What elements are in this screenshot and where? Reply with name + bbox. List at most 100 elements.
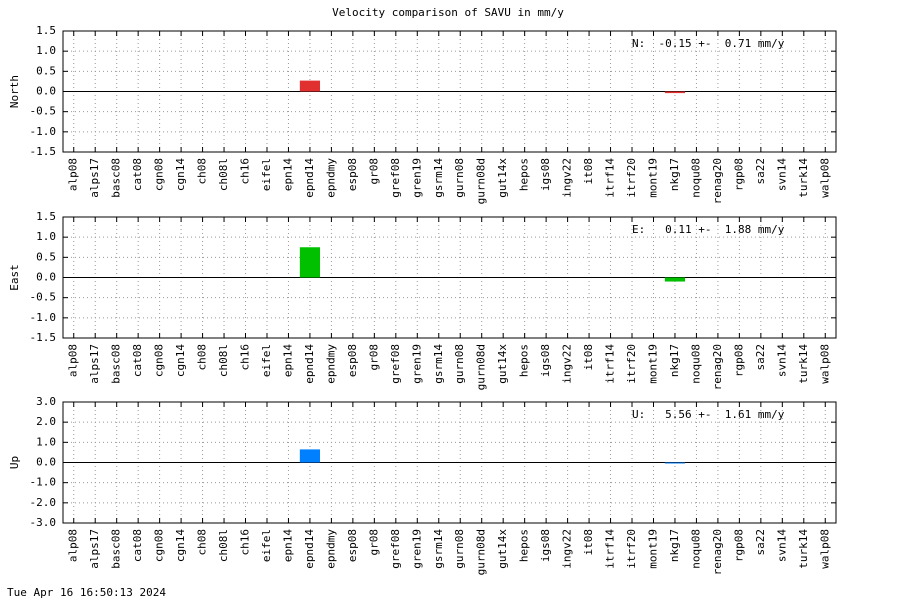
- x-tick-label: turk14: [797, 529, 810, 569]
- x-tick-label: gurn08: [453, 344, 466, 384]
- x-tick-label: gut14x: [496, 529, 509, 569]
- x-tick-label: turk14: [797, 344, 810, 384]
- y-tick-label: 0.5: [36, 250, 56, 263]
- x-tick-label: esp08: [346, 158, 359, 191]
- x-tick-label: itrf20: [625, 529, 638, 569]
- x-tick-label: hepos: [518, 158, 531, 191]
- x-tick-label: ingv22: [561, 158, 574, 198]
- x-tick-label: ch16: [239, 344, 252, 371]
- x-tick-label: mont19: [646, 344, 659, 384]
- x-tick-label: mont19: [646, 158, 659, 198]
- x-tick-label: cat08: [131, 529, 144, 562]
- y-tick-label: -0.5: [30, 291, 57, 304]
- x-tick-label: nkg17: [668, 158, 681, 191]
- x-tick-label: renag20: [711, 529, 724, 575]
- x-tick-label: walp08: [818, 529, 831, 569]
- annotation: E: 0.11 +- 1.88 mm/y: [632, 223, 785, 236]
- x-tick-label: gren19: [410, 344, 423, 384]
- x-tick-label: gsrm14: [432, 158, 445, 198]
- x-tick-label: gurn08d: [475, 529, 488, 575]
- x-tick-label: epnd14: [303, 344, 316, 384]
- y-tick-label: 1.0: [36, 230, 56, 243]
- x-tick-label: rgp08: [732, 344, 745, 377]
- x-tick-label: gurn08: [453, 529, 466, 569]
- x-tick-label: gurn08d: [475, 158, 488, 204]
- x-tick-label: ch08l: [217, 158, 230, 191]
- timestamp: Tue Apr 16 16:50:13 2024: [7, 586, 166, 599]
- x-tick-label: cgn08: [153, 529, 166, 562]
- bar: [664, 277, 686, 282]
- chart-title: Velocity comparison of SAVU in mm/y: [332, 6, 564, 19]
- x-tick-label: sa22: [754, 344, 767, 371]
- y-tick-label: -1.0: [30, 476, 57, 489]
- y-axis-label: North: [8, 75, 21, 108]
- plot-frame: [62, 216, 837, 339]
- x-tick-label: alps17: [88, 529, 101, 569]
- x-tick-label: gref08: [389, 344, 402, 384]
- x-tick-label: hepos: [518, 344, 531, 377]
- x-tick-label: alps17: [88, 158, 101, 198]
- x-tick-label: turk14: [797, 158, 810, 198]
- x-tick-label: rgp08: [732, 529, 745, 562]
- x-tick-label: epn14: [281, 158, 294, 191]
- x-tick-label: hepos: [518, 529, 531, 562]
- bar: [299, 247, 321, 278]
- x-tick-label: igs08: [539, 529, 552, 562]
- x-tick-label: cgn08: [153, 158, 166, 191]
- x-tick-label: it08: [582, 529, 595, 556]
- x-tick-label: cgn08: [153, 344, 166, 377]
- x-tick-label: ch08l: [217, 529, 230, 562]
- plot-frame: [62, 401, 837, 524]
- x-tick-label: it08: [582, 344, 595, 371]
- x-tick-label: epnd14: [303, 158, 316, 198]
- y-tick-label: -3.0: [30, 516, 57, 529]
- bar: [664, 462, 686, 464]
- x-tick-label: ingv22: [561, 529, 574, 569]
- x-tick-label: ch08l: [217, 344, 230, 377]
- x-tick-label: epndmy: [324, 529, 337, 569]
- x-tick-label: epndmy: [324, 158, 337, 198]
- x-tick-label: sa22: [754, 529, 767, 556]
- x-tick-label: itrf14: [604, 529, 617, 569]
- x-tick-label: svn14: [775, 344, 788, 377]
- x-tick-label: ingv22: [561, 344, 574, 384]
- y-tick-label: 0.0: [36, 271, 56, 284]
- x-tick-label: ch08: [196, 158, 209, 185]
- y-axis-label: Up: [8, 456, 21, 469]
- x-tick-label: alp08: [67, 158, 80, 191]
- x-tick-label: itrf20: [625, 158, 638, 198]
- x-tick-label: ch16: [239, 529, 252, 556]
- x-tick-label: epndmy: [324, 344, 337, 384]
- x-tick-label: cgn14: [174, 529, 187, 562]
- x-tick-label: ch16: [239, 158, 252, 185]
- x-tick-label: gren19: [410, 158, 423, 198]
- x-tick-label: gref08: [389, 529, 402, 569]
- x-tick-label: gsrm14: [432, 344, 445, 384]
- x-tick-label: gut14x: [496, 344, 509, 384]
- x-tick-label: nkg17: [668, 344, 681, 377]
- x-tick-label: noqu08: [689, 344, 702, 384]
- y-tick-label: -1.5: [30, 145, 57, 158]
- x-tick-label: cat08: [131, 158, 144, 191]
- y-tick-label: 2.0: [36, 415, 56, 428]
- x-tick-label: gr08: [367, 158, 380, 185]
- x-tick-label: itrf14: [604, 158, 617, 198]
- x-tick-label: basc08: [110, 529, 123, 569]
- x-tick-label: gsrm14: [432, 529, 445, 569]
- x-tick-label: eifel: [260, 344, 273, 377]
- x-tick-label: ch08: [196, 529, 209, 556]
- x-tick-label: gref08: [389, 158, 402, 198]
- x-tick-label: noqu08: [689, 529, 702, 569]
- x-tick-label: alps17: [88, 344, 101, 384]
- x-tick-label: esp08: [346, 344, 359, 377]
- x-tick-label: it08: [582, 158, 595, 185]
- x-tick-label: cgn14: [174, 158, 187, 191]
- y-tick-label: 0.0: [36, 456, 56, 469]
- x-tick-label: renag20: [711, 158, 724, 204]
- x-tick-label: itrf14: [604, 344, 617, 384]
- x-tick-label: itrf20: [625, 344, 638, 384]
- y-tick-label: -1.0: [30, 311, 57, 324]
- y-tick-label: 0.5: [36, 64, 56, 77]
